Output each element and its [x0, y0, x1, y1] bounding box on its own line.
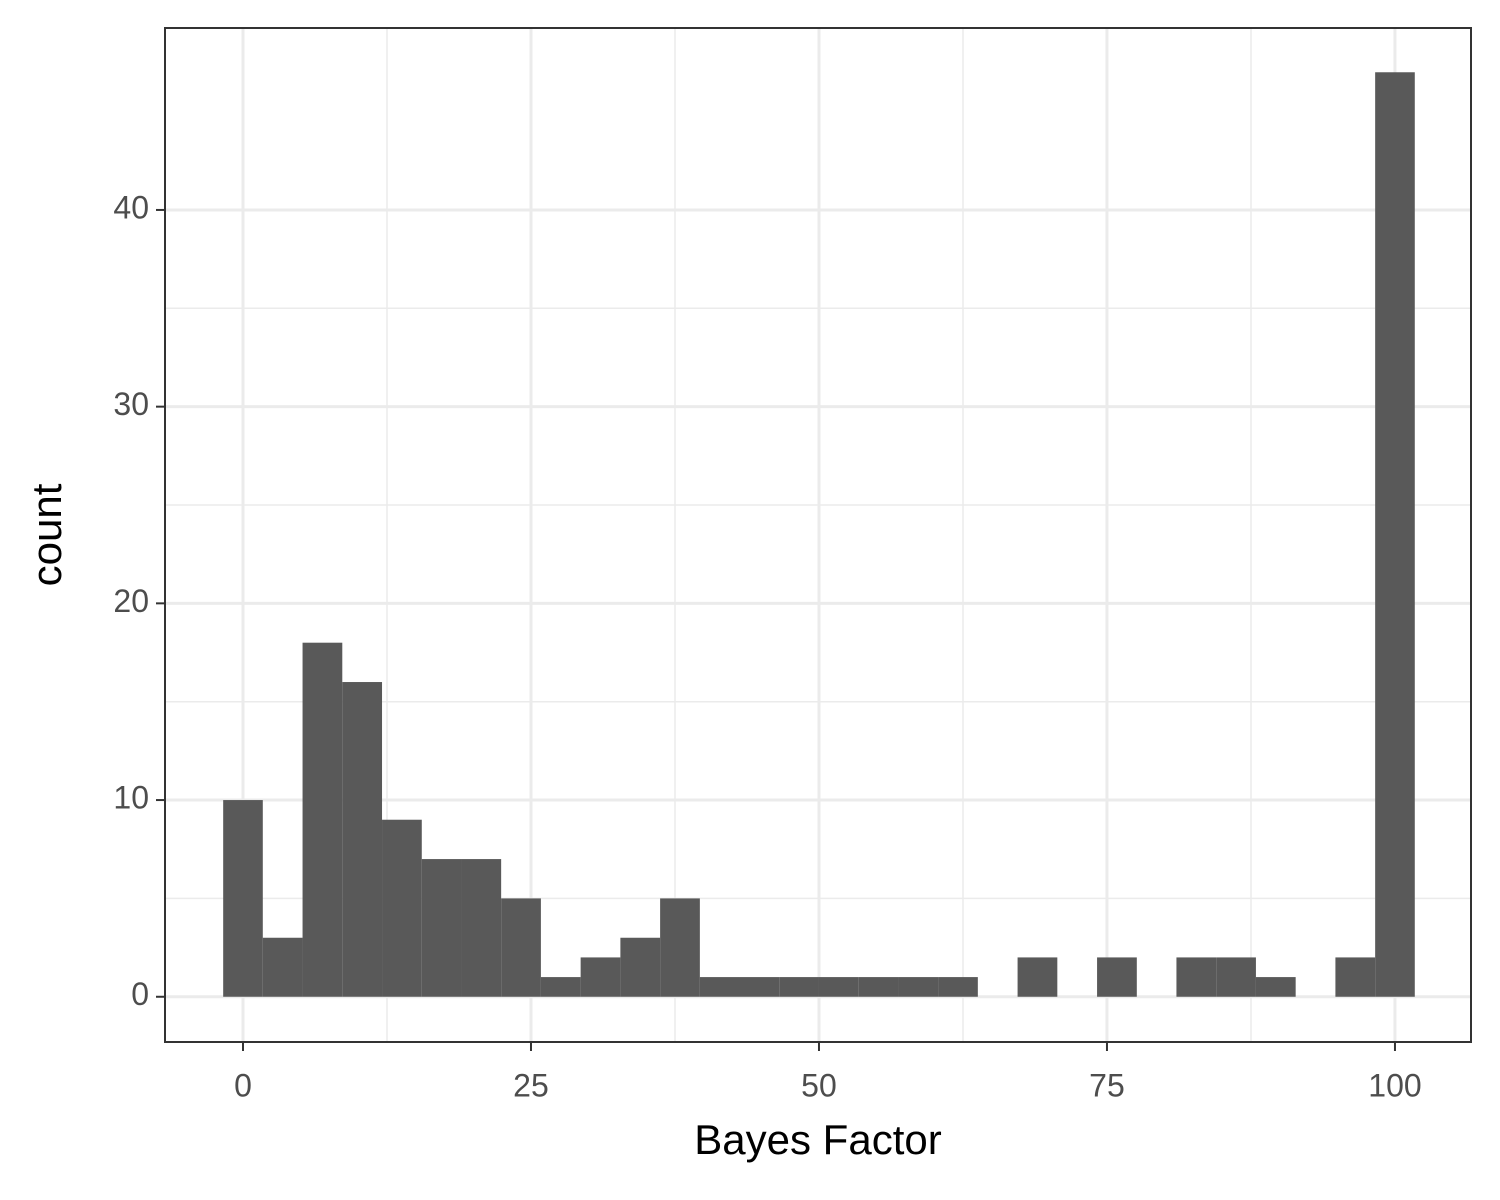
bar: [898, 977, 939, 997]
x-tick-label: 0: [234, 1067, 252, 1103]
bar: [1255, 977, 1296, 997]
axes: 0 25 50 75 100 0 10 20 30 40: [113, 189, 1421, 1103]
x-tick-label: 25: [513, 1067, 549, 1103]
bar: [382, 819, 422, 997]
y-tick-label: 10: [113, 780, 149, 816]
y-tick-label: 40: [113, 189, 149, 225]
bar: [1097, 957, 1137, 997]
y-axis-title: count: [23, 483, 70, 586]
bar: [461, 859, 502, 997]
bar: [421, 859, 462, 997]
y-tick-label: 0: [131, 976, 149, 1012]
x-axis-title: Bayes Factor: [694, 1116, 941, 1163]
bar: [342, 682, 383, 997]
bar: [1216, 957, 1256, 997]
bar: [739, 977, 780, 997]
x-tick-label: 100: [1368, 1067, 1421, 1103]
x-tick-label: 50: [801, 1067, 837, 1103]
bar: [1335, 957, 1376, 997]
bar: [580, 957, 621, 997]
bar: [779, 977, 819, 997]
bars: [223, 72, 1415, 997]
y-tick-label: 20: [113, 583, 149, 619]
y-tick-label: 30: [113, 386, 149, 422]
bar: [858, 977, 899, 997]
bar: [501, 898, 541, 997]
bar: [818, 977, 859, 997]
bar: [1375, 72, 1415, 997]
bar: [302, 642, 343, 997]
bar: [1017, 957, 1058, 997]
x-tick-label: 75: [1089, 1067, 1125, 1103]
bar: [223, 800, 263, 997]
bar: [660, 898, 700, 997]
bar: [262, 937, 303, 997]
bar: [699, 977, 740, 997]
bar: [1176, 957, 1217, 997]
bar: [938, 977, 978, 997]
bar: [540, 977, 581, 997]
bar: [620, 937, 661, 997]
